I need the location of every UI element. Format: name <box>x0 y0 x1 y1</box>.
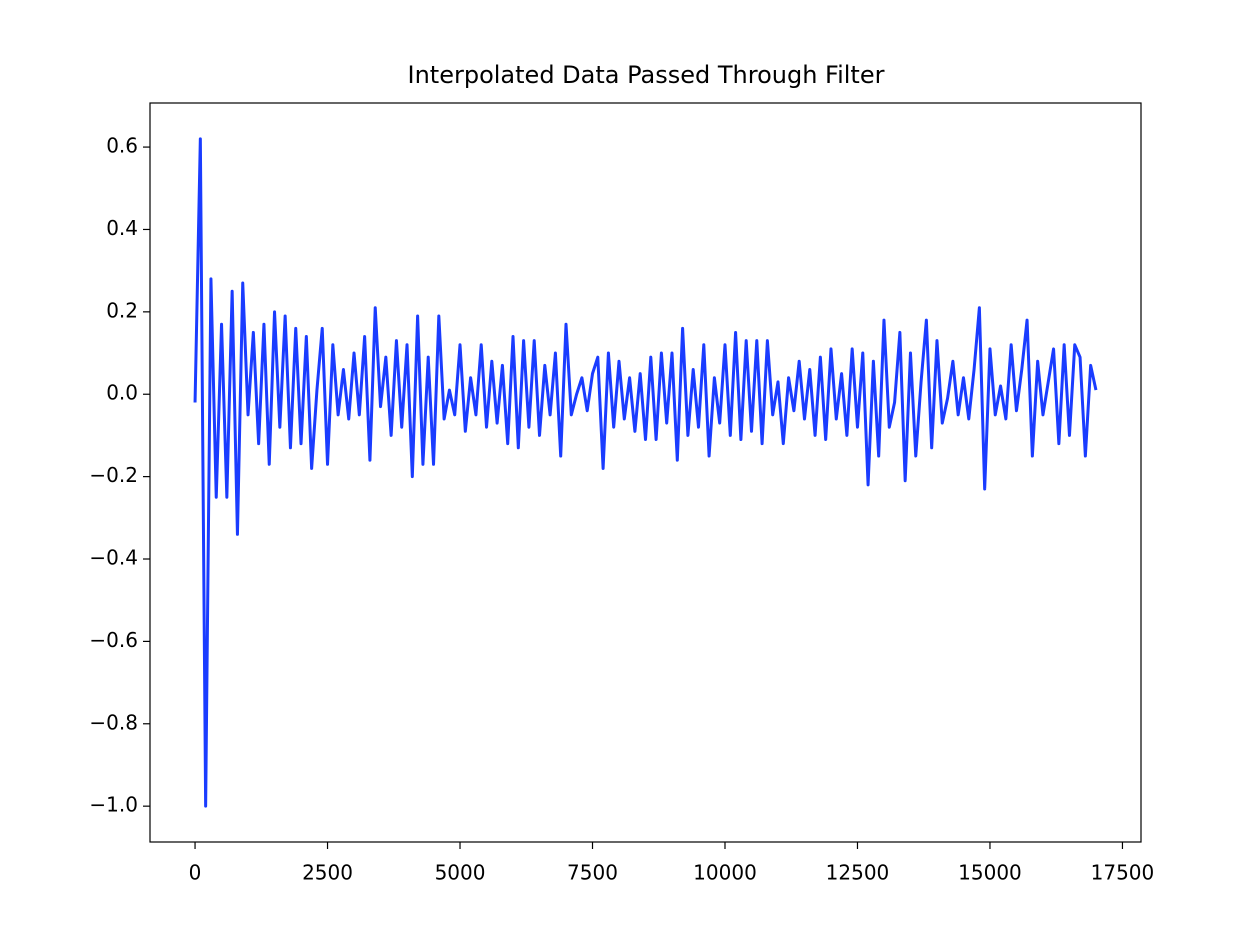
x-tick-label: 15000 <box>958 861 1022 885</box>
y-tick-label: −0.2 <box>89 463 138 487</box>
x-tick-label: 7500 <box>567 861 618 885</box>
y-tick-label: 0.4 <box>106 216 138 240</box>
x-tick-label: 0 <box>189 861 202 885</box>
plot-frame <box>149 102 1142 843</box>
chart-title: Interpolated Data Passed Through Filter <box>408 61 885 89</box>
y-tick-label: 0.0 <box>106 381 138 405</box>
x-tick-label: 17500 <box>1091 861 1155 885</box>
y-tick-label: 0.2 <box>106 298 138 322</box>
y-tick-label: −0.4 <box>89 546 138 570</box>
x-tick-label: 2500 <box>302 861 353 885</box>
y-tick-label: −1.0 <box>89 793 138 817</box>
x-tick-label: 12500 <box>826 861 890 885</box>
y-tick-label: 0.6 <box>106 134 138 158</box>
x-tick-label: 5000 <box>435 861 486 885</box>
y-tick-label: −0.8 <box>89 710 138 734</box>
y-tick-label: −0.6 <box>89 628 138 652</box>
data-line <box>193 137 1098 808</box>
x-tick-label: 10000 <box>693 861 757 885</box>
